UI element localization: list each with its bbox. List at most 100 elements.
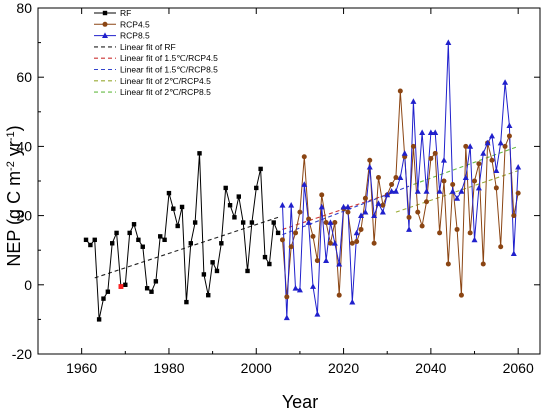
data-point-RF (114, 230, 119, 236)
data-point-RCP4.5 (428, 156, 434, 162)
data-point-RCP8.5 (288, 202, 295, 208)
data-point-RCP8.5 (432, 129, 439, 135)
data-point-RCP8.5 (401, 150, 408, 156)
data-point-RF (171, 206, 176, 211)
fit-line-4 (413, 145, 519, 185)
data-point-RCP4.5 (493, 185, 499, 191)
data-point-RCP4.5 (380, 202, 386, 208)
fit-line-3 (395, 170, 519, 213)
data-point-RCP4.5 (498, 244, 504, 250)
data-point-RF (101, 296, 106, 301)
y-tick-label: -20 (12, 346, 32, 362)
data-point-RCP4.5 (410, 143, 416, 149)
data-point-RCP4.5 (424, 199, 430, 205)
data-point-RF (88, 242, 93, 248)
data-point-RCP4.5 (358, 226, 364, 232)
data-point-RF (131, 222, 137, 227)
fit-line-1 (282, 192, 392, 230)
data-point-RCP8.5 (427, 129, 434, 135)
highlighted-point (118, 284, 124, 289)
data-point-RCP4.5 (506, 133, 512, 139)
data-point-RCP4.5 (362, 195, 368, 201)
data-point-RCP8.5 (283, 314, 290, 321)
data-point-RCP8.5 (502, 79, 509, 85)
data-point-RCP4.5 (284, 294, 290, 300)
data-point-RCP8.5 (358, 212, 365, 218)
data-point-RF (192, 220, 198, 225)
data-point-RF (214, 268, 220, 274)
data-point-RCP4.5 (419, 223, 425, 229)
data-point-RCP4.5 (297, 209, 303, 215)
data-point-RCP8.5 (305, 219, 312, 225)
data-point-RF (201, 272, 207, 277)
data-point-RCP8.5 (327, 219, 334, 225)
data-point-RCP8.5 (449, 188, 456, 194)
data-point-RCP4.5 (327, 240, 333, 246)
data-point-RCP4.5 (432, 150, 438, 156)
data-point-RCP8.5 (366, 163, 373, 170)
data-point-RCP4.5 (406, 214, 412, 220)
data-point-RF (262, 254, 268, 260)
data-point-RCP4.5 (345, 209, 351, 215)
data-point-RCP8.5 (344, 203, 351, 210)
data-point-RCP8.5 (440, 157, 447, 163)
data-point-RCP4.5 (476, 161, 482, 167)
data-point-RCP4.5 (332, 220, 338, 226)
data-point-RCP4.5 (389, 181, 395, 187)
data-point-RF (127, 230, 132, 236)
data-point-RCP8.5 (392, 188, 399, 194)
x-tick-label: 2060 (503, 360, 534, 376)
data-point-RCP8.5 (510, 250, 517, 257)
legend-marker (102, 21, 108, 27)
data-point-RF (236, 194, 241, 199)
data-point-RCP4.5 (463, 143, 469, 149)
data-point-RF (184, 299, 189, 305)
data-point-RF (210, 260, 215, 265)
data-point-RF (249, 220, 255, 225)
data-point-RCP8.5 (301, 181, 308, 187)
data-point-RF (149, 289, 154, 294)
data-point-RF (240, 220, 246, 225)
data-point-RF (254, 185, 259, 191)
data-point-RCP4.5 (397, 88, 403, 94)
data-point-RCP4.5 (375, 175, 381, 181)
data-point-RF (232, 215, 237, 220)
data-point-RF (188, 241, 193, 246)
data-point-RCP4.5 (454, 226, 460, 232)
legend-label: RCP4.5 (120, 19, 150, 29)
legend-label: RCP8.5 (120, 31, 150, 41)
data-point-RF (179, 204, 185, 210)
data-point-RF (158, 234, 163, 239)
data-point-RCP8.5 (480, 150, 487, 156)
data-point-RF (175, 223, 180, 229)
legend-label: RF (120, 8, 131, 18)
x-tick-label: 1960 (66, 360, 97, 376)
x-tick-label: 2000 (241, 360, 272, 376)
data-point-RCP8.5 (349, 298, 356, 305)
data-point-RF (153, 279, 159, 284)
data-point-RF (140, 244, 145, 249)
data-point-RCP8.5 (371, 212, 378, 218)
data-point-RCP8.5 (331, 240, 338, 246)
data-point-RF (245, 268, 250, 274)
data-point-RCP8.5 (388, 188, 395, 194)
legend-label: Linear fit of 2℃/RCP4.5 (120, 76, 211, 86)
data-point-RF (258, 166, 263, 172)
data-point-RCP8.5 (471, 236, 478, 243)
data-point-RCP4.5 (437, 230, 443, 236)
data-point-RCP4.5 (306, 216, 312, 222)
data-point-RCP4.5 (301, 154, 307, 160)
data-point-RCP8.5 (384, 191, 391, 198)
data-point-RCP4.5 (415, 209, 421, 215)
data-point-RCP4.5 (319, 192, 325, 198)
y-tick-label: 0 (24, 277, 32, 293)
data-point-RCP8.5 (484, 139, 491, 146)
data-point-RCP4.5 (441, 178, 447, 184)
data-point-RCP8.5 (445, 39, 452, 45)
data-point-RCP4.5 (467, 230, 473, 236)
data-point-RCP4.5 (323, 220, 329, 226)
data-point-RCP8.5 (467, 143, 474, 149)
data-point-RF (197, 151, 202, 156)
data-point-RCP8.5 (406, 226, 413, 232)
y-tick-label: 80 (16, 0, 32, 16)
